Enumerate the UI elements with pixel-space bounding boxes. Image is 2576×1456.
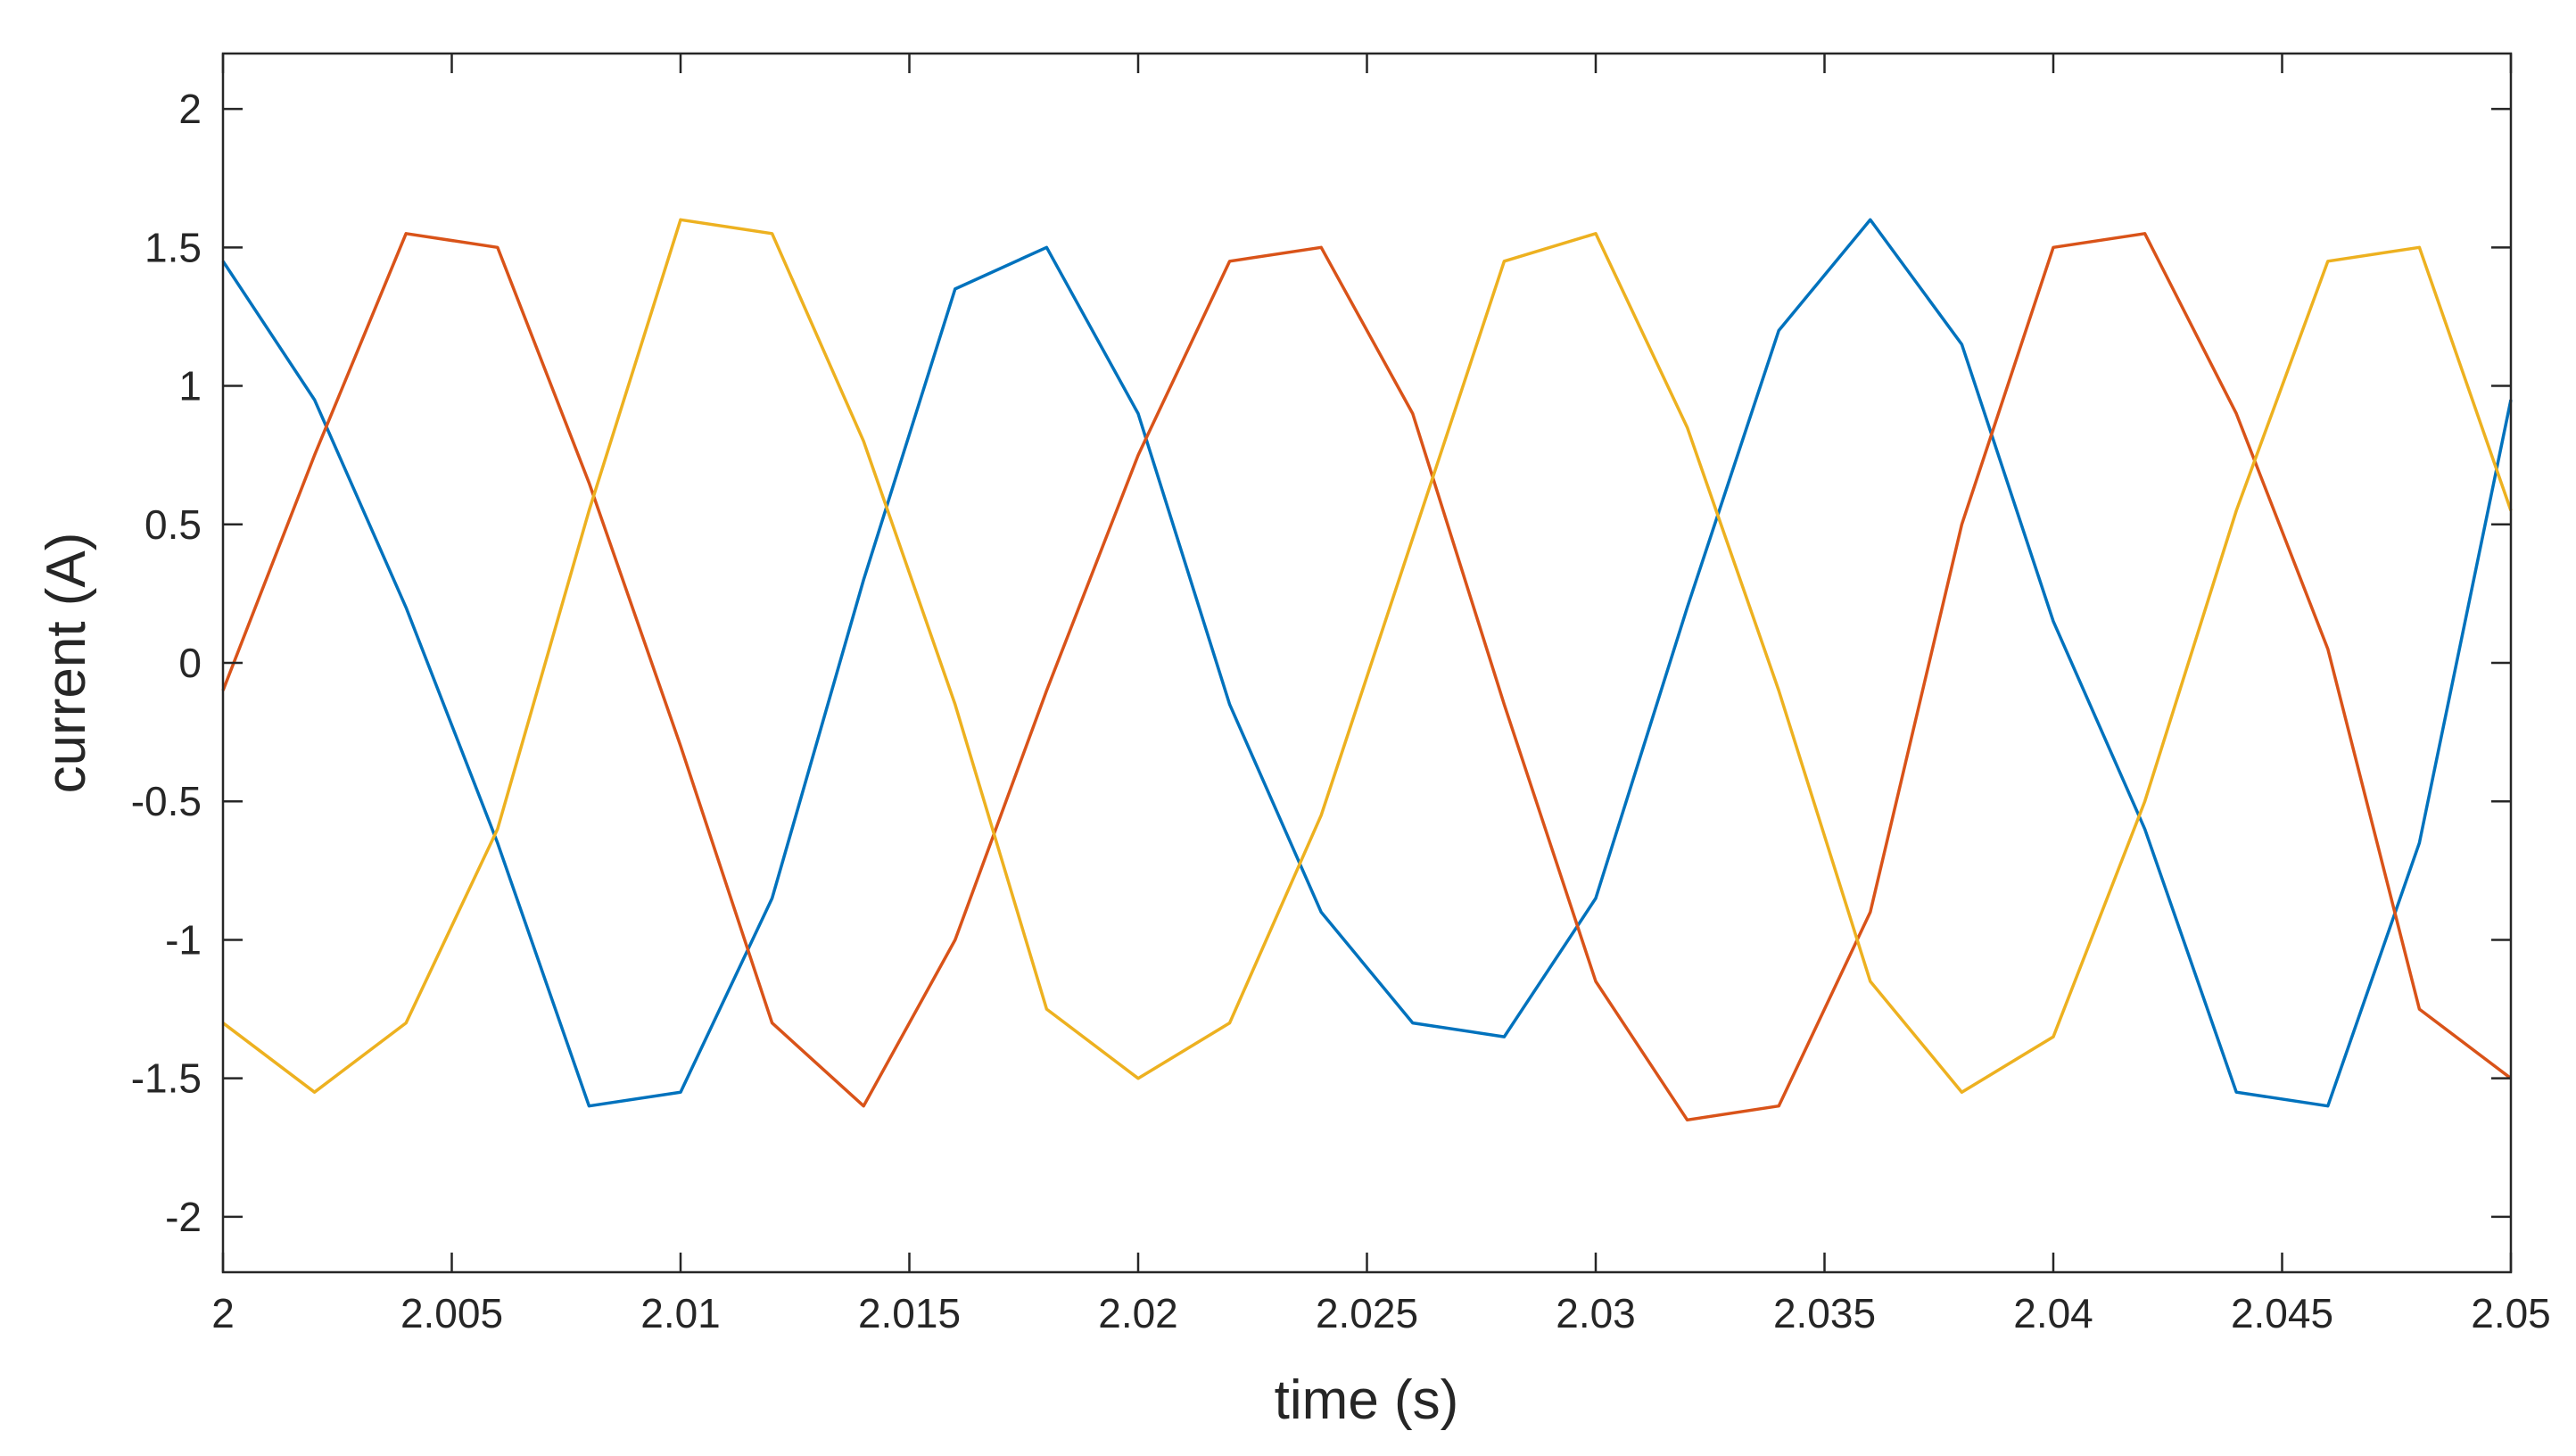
x-tick-label: 2.01 bbox=[640, 1290, 721, 1336]
x-tick-label: 2.02 bbox=[1098, 1290, 1178, 1336]
y-tick-label: 0 bbox=[178, 640, 202, 686]
x-tick-label: 2.045 bbox=[2231, 1290, 2333, 1336]
y-tick-label: 1 bbox=[178, 363, 202, 410]
x-tick-label: 2.005 bbox=[400, 1290, 503, 1336]
y-tick-label: 2 bbox=[178, 86, 202, 132]
x-axis-title: time (s) bbox=[1275, 1369, 1459, 1431]
y-axis-title: current (A) bbox=[36, 533, 97, 794]
y-tick-label: -1.5 bbox=[131, 1055, 202, 1102]
series-layer bbox=[221, 218, 2513, 1122]
y-tick-label: -0.5 bbox=[131, 778, 202, 824]
x-tick-label: 2 bbox=[211, 1290, 235, 1336]
plot-frame bbox=[221, 52, 2513, 1274]
x-tick-label: 2.05 bbox=[2471, 1290, 2551, 1336]
x-tick-label: 2.015 bbox=[858, 1290, 961, 1336]
plot-area bbox=[223, 54, 2511, 1272]
x-tick-label: 2.04 bbox=[2013, 1290, 2093, 1336]
x-tick-label: 2.035 bbox=[1773, 1290, 1876, 1336]
y-tick-label: 1.5 bbox=[144, 224, 202, 270]
series-line-2 bbox=[221, 232, 2513, 1122]
y-tick-label: -1 bbox=[165, 916, 202, 963]
y-tick-label: 0.5 bbox=[144, 501, 202, 548]
x-axis: 2 2.005 2.01 2.015 2.02 2.025 2.03 2.035 2.04 2.0… bbox=[211, 54, 2551, 1336]
x-tick-label: 2.03 bbox=[1556, 1290, 1636, 1336]
y-tick-label: -2 bbox=[165, 1194, 202, 1240]
x-tick-label: 2.025 bbox=[1316, 1290, 1418, 1336]
y-axis: 2 1.5 1 0.5 0 -0.5 -1 -1.5 -2 bbox=[131, 86, 2511, 1240]
series-line-3 bbox=[221, 218, 2513, 1094]
series-line-1 bbox=[221, 218, 2513, 1108]
